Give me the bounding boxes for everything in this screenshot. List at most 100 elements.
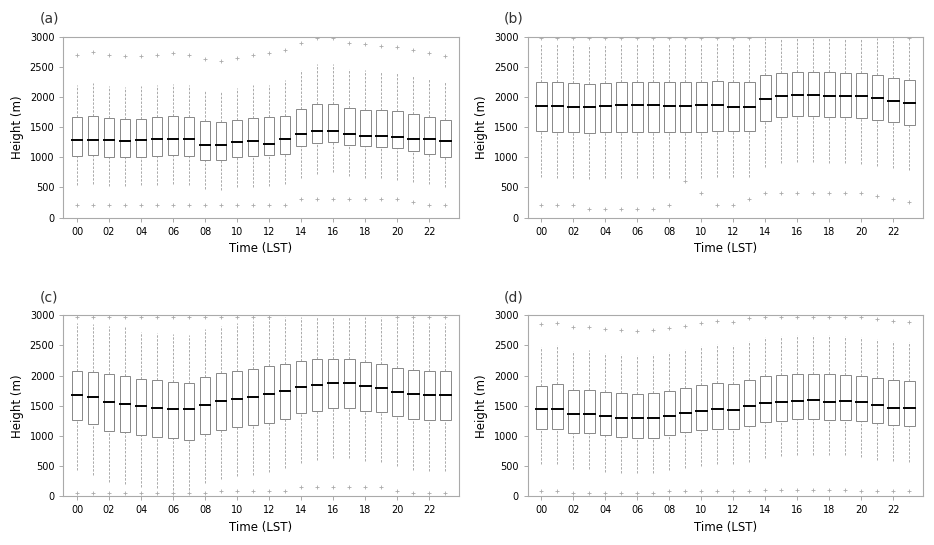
Bar	[888, 77, 899, 122]
Bar	[216, 373, 226, 430]
Bar	[600, 83, 611, 132]
Bar	[648, 393, 658, 438]
Bar	[824, 374, 835, 420]
Bar	[743, 82, 755, 131]
X-axis label: Time (LST): Time (LST)	[694, 521, 757, 534]
Bar	[72, 371, 82, 420]
Bar	[743, 380, 755, 426]
Bar	[391, 368, 403, 416]
Text: (b): (b)	[504, 11, 524, 26]
Bar	[424, 371, 434, 420]
Bar	[216, 122, 226, 160]
Bar	[120, 376, 131, 432]
Bar	[200, 377, 210, 434]
Bar	[312, 359, 322, 410]
Bar	[792, 374, 802, 419]
Bar	[712, 81, 723, 131]
Bar	[407, 370, 418, 419]
Bar	[792, 71, 802, 116]
Bar	[88, 116, 98, 155]
Bar	[424, 117, 434, 154]
Bar	[680, 82, 691, 132]
Bar	[312, 104, 322, 143]
Bar	[232, 371, 243, 427]
Bar	[760, 376, 771, 422]
Bar	[279, 116, 290, 154]
X-axis label: Time (LST): Time (LST)	[694, 242, 757, 255]
Text: (a): (a)	[40, 11, 59, 26]
Text: (c): (c)	[40, 290, 58, 305]
Bar	[871, 75, 883, 120]
Bar	[328, 104, 338, 142]
Bar	[360, 110, 371, 147]
Bar	[375, 110, 387, 147]
Bar	[248, 118, 259, 156]
Bar	[776, 72, 786, 117]
Bar	[120, 119, 131, 156]
Bar	[328, 359, 338, 408]
Bar	[696, 82, 707, 132]
Bar	[248, 369, 259, 425]
Bar	[616, 82, 627, 132]
Bar	[440, 120, 450, 156]
Bar	[407, 114, 418, 150]
Bar	[568, 83, 579, 132]
X-axis label: Time (LST): Time (LST)	[230, 521, 292, 534]
Bar	[552, 384, 562, 429]
Y-axis label: Height (m): Height (m)	[475, 374, 488, 438]
Bar	[104, 118, 115, 157]
Bar	[167, 116, 178, 155]
Bar	[840, 72, 851, 117]
Bar	[824, 72, 835, 117]
Bar	[631, 82, 643, 132]
Bar	[440, 371, 450, 420]
Bar	[151, 380, 163, 437]
Bar	[263, 366, 275, 423]
Bar	[904, 381, 914, 426]
Bar	[584, 390, 595, 433]
Bar	[888, 380, 899, 425]
Bar	[344, 108, 355, 145]
Bar	[616, 393, 627, 437]
Bar	[375, 364, 387, 413]
Bar	[88, 372, 98, 424]
Bar	[104, 374, 115, 431]
Bar	[296, 361, 306, 413]
Bar	[151, 117, 163, 156]
Y-axis label: Height (m): Height (m)	[11, 95, 24, 159]
Bar	[856, 74, 867, 118]
Bar	[536, 82, 546, 131]
Bar	[391, 111, 403, 148]
Bar	[664, 391, 674, 435]
Bar	[184, 117, 194, 156]
Bar	[263, 117, 275, 155]
Bar	[344, 359, 355, 408]
Bar	[856, 376, 867, 421]
Y-axis label: Height (m): Height (m)	[475, 95, 488, 159]
Bar	[728, 384, 739, 429]
Bar	[631, 393, 643, 438]
Bar	[696, 385, 707, 430]
Bar	[776, 375, 786, 421]
Bar	[232, 120, 243, 157]
Bar	[568, 390, 579, 433]
Y-axis label: Height (m): Height (m)	[11, 374, 24, 438]
Bar	[808, 71, 819, 116]
Bar	[296, 109, 306, 147]
Bar	[536, 386, 546, 429]
Bar	[279, 364, 290, 419]
Bar	[167, 382, 178, 438]
Bar	[135, 119, 147, 156]
Bar	[360, 362, 371, 411]
X-axis label: Time (LST): Time (LST)	[230, 242, 292, 255]
Bar	[840, 375, 851, 420]
Bar	[664, 82, 674, 132]
Bar	[760, 75, 771, 121]
Bar	[600, 392, 611, 435]
Bar	[72, 117, 82, 156]
Bar	[552, 82, 562, 132]
Bar	[184, 383, 194, 440]
Bar	[904, 80, 914, 125]
Text: (d): (d)	[504, 290, 524, 305]
Bar	[584, 83, 595, 133]
